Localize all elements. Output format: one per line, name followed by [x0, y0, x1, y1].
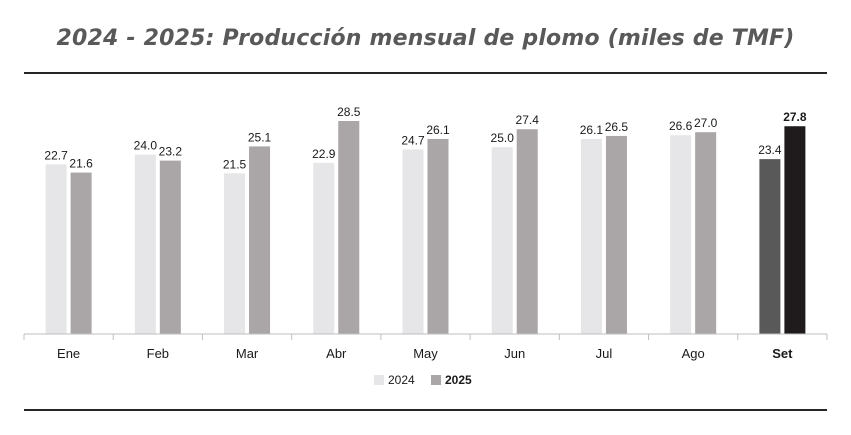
- bar-2024-may: [402, 149, 424, 334]
- legend-label-2024: 2024: [388, 373, 415, 387]
- legend-swatch-2025: [431, 375, 441, 385]
- data-label-2024-abr: 22.9: [312, 147, 336, 161]
- x-tick-feb: Feb: [147, 346, 169, 361]
- data-label-2024-feb: 24.0: [134, 139, 158, 153]
- data-label-2025-abr: 28.5: [337, 105, 361, 119]
- bar-2024-jun: [491, 147, 513, 334]
- data-label-2025-jul: 26.5: [605, 120, 629, 134]
- data-label-2024-mar: 21.5: [223, 157, 247, 171]
- bar-2024-feb: [134, 154, 156, 334]
- data-label-2024-set: 23.4: [758, 143, 782, 157]
- x-tick-ene: Ene: [57, 346, 80, 361]
- data-label-2024-jun: 25.0: [491, 131, 515, 145]
- data-label-2025-ene: 21.6: [69, 157, 93, 171]
- bar-2025-jul: [605, 135, 627, 334]
- data-label-2025-ago: 27.0: [694, 116, 718, 130]
- x-tick-set: Set: [772, 346, 793, 361]
- bar-2025-ago: [695, 132, 717, 334]
- bar-2025-may: [427, 138, 449, 334]
- x-tick-abr: Abr: [326, 346, 347, 361]
- x-tick-jun: Jun: [504, 346, 525, 361]
- chart-title: 2024 - 2025: Producción mensual de plomo…: [56, 26, 795, 51]
- data-label-2025-set: 27.8: [783, 110, 807, 124]
- legend-swatch-2024: [374, 375, 384, 385]
- bar-2025-mar: [249, 146, 271, 334]
- data-label-2025-feb: 23.2: [159, 145, 183, 159]
- data-label-2024-ene: 22.7: [44, 148, 68, 162]
- bar-2024-mar: [224, 173, 246, 334]
- bar-2024-abr: [313, 162, 335, 334]
- legend-label-2025: 2025: [445, 373, 472, 387]
- data-label-2024-ago: 26.6: [669, 119, 693, 133]
- bar-2024-set: [759, 159, 781, 334]
- x-tick-ago: Ago: [682, 346, 705, 361]
- bar-2025-ene: [70, 172, 92, 334]
- bar-2025-feb: [159, 160, 181, 334]
- data-label-2024-jul: 26.1: [580, 123, 604, 137]
- bar-2025-abr: [338, 121, 360, 334]
- data-label-2025-mar: 25.1: [248, 130, 272, 144]
- bar-2025-jun: [516, 129, 538, 334]
- bar-2024-jul: [580, 138, 602, 334]
- bar-2024-ene: [45, 164, 67, 334]
- data-label-2025-may: 26.1: [426, 123, 450, 137]
- bar-2024-ago: [670, 135, 692, 334]
- x-tick-may: May: [413, 346, 438, 361]
- bar-chart: 22.721.6 Ene 24.0 23.2 Feb 21.525.1 Mar 22.9 28.…: [23, 105, 828, 387]
- title-rule: [24, 72, 827, 74]
- data-label-2025-jun: 27.4: [516, 113, 540, 127]
- x-tick-jul: Jul: [596, 346, 613, 361]
- bottom-rule: [24, 409, 827, 411]
- x-tick-mar: Mar: [236, 346, 259, 361]
- data-label-2024-may: 24.7: [401, 133, 425, 147]
- bar-2025-set: [784, 126, 806, 334]
